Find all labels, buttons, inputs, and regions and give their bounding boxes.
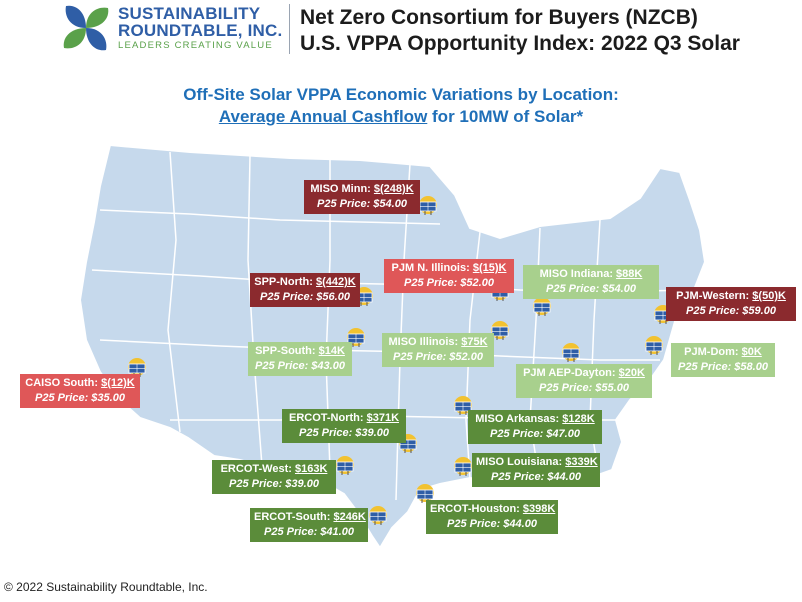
- market-label-spp-north: SPP-North: $(442)K P25 Price: $56.00: [250, 273, 360, 307]
- market-label-miso-louisiana: MISO Louisiana: $339K P25 Price: $44.00: [472, 453, 600, 487]
- market-label-pjm-aep-dayton: PJM AEP-Dayton: $20K P25 Price: $55.00: [516, 364, 652, 398]
- solar-panel-icon: [453, 456, 473, 477]
- market-label-caiso-south: CAISO South: $(12)K P25 Price: $35.00: [20, 374, 140, 408]
- solar-panel-icon: [368, 505, 388, 526]
- solar-panel-icon: [335, 455, 355, 476]
- solar-panel-icon: [561, 342, 581, 363]
- copyright-footer: © 2022 Sustainability Roundtable, Inc.: [4, 580, 208, 594]
- market-label-miso-illinois: MISO Illinois: $75K P25 Price: $52.00: [382, 333, 494, 367]
- solar-panel-icon: [418, 195, 438, 216]
- market-label-miso-indiana: MISO Indiana: $88K P25 Price: $54.00: [523, 265, 659, 299]
- market-label-miso-minn: MISO Minn: $(248)K P25 Price: $54.00: [304, 180, 420, 214]
- market-label-ercot-houston: ERCOT-Houston: $398K P25 Price: $44.00: [426, 500, 558, 534]
- market-label-pjm-n-illinois: PJM N. Illinois: $(15)K P25 Price: $52.0…: [384, 259, 514, 293]
- page-title: Net Zero Consortium for Buyers (NZCB) U.…: [300, 6, 740, 55]
- market-label-ercot-north: ERCOT-North: $371K P25 Price: $39.00: [282, 409, 406, 443]
- logo-tagline: LEADERS CREATING VALUE: [118, 40, 273, 51]
- logo-name: SUSTAINABILITY ROUNDTABLE, INC.: [118, 4, 283, 40]
- market-label-ercot-west: ERCOT-West: $163K P25 Price: $39.00: [212, 460, 336, 494]
- market-label-miso-arkansas: MISO Arkansas: $128K P25 Price: $47.00: [468, 410, 602, 444]
- market-label-spp-south: SPP-South: $14K P25 Price: $43.00: [248, 342, 352, 376]
- solar-panel-icon: [644, 335, 664, 356]
- market-label-pjm-dom: PJM-Dom: $0K P25 Price: $58.00: [671, 343, 775, 377]
- market-label-ercot-south: ERCOT-South: $246K P25 Price: $41.00: [250, 508, 368, 542]
- header-divider: [289, 4, 290, 54]
- solar-panel-icon: [532, 296, 552, 317]
- logo-leaf-icon: [63, 5, 109, 51]
- market-label-pjm-western: PJM-Western: $(50)K P25 Price: $59.00: [666, 287, 796, 321]
- map-subtitle: Off-Site Solar VPPA Economic Variations …: [183, 85, 619, 126]
- company-logo: SUSTAINABILITY ROUNDTABLE, INC. LEADERS …: [60, 2, 290, 54]
